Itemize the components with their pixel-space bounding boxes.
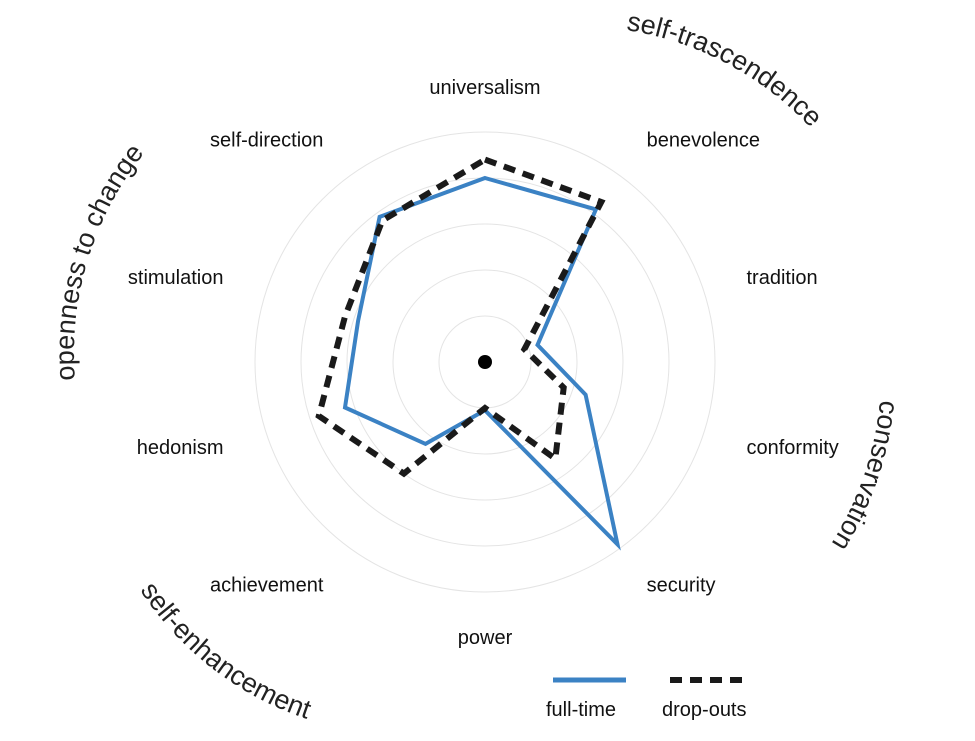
axis-label-tradition: tradition xyxy=(747,267,818,289)
grid-ring xyxy=(346,223,624,501)
legend-label-full-time: full-time xyxy=(546,699,616,721)
group-label-self-enhancement: self-enhancement xyxy=(135,576,315,724)
axis-label-benevolence: benevolence xyxy=(647,130,760,152)
labels-layer: universalism benevolence tradition conformi… xyxy=(128,77,839,649)
axis-label-hedonism: hedonism xyxy=(137,437,224,459)
group-label-text: self-enhancement xyxy=(135,576,315,724)
axis-label-stimulation: stimulation xyxy=(128,267,224,289)
center-dot xyxy=(478,355,492,369)
grid-layer xyxy=(254,131,716,593)
axis-label-security: security xyxy=(647,575,716,597)
group-label-openness-to-change: openness to change xyxy=(50,138,150,381)
axis-label-universalism: universalism xyxy=(429,77,540,99)
grid-ring xyxy=(392,269,578,455)
series-line-drop-outs xyxy=(315,156,606,478)
grid-ring xyxy=(254,131,716,593)
group-label-text: openness to change xyxy=(50,138,150,381)
axis-label-power: power xyxy=(458,627,513,649)
axis-label-self-direction: self-direction xyxy=(210,130,323,152)
group-label-text: conservation xyxy=(826,399,904,556)
group-label-conservation: conservation xyxy=(826,399,904,556)
series-layer xyxy=(315,156,621,551)
axis-label-achievement: achievement xyxy=(210,575,324,597)
legend: full-time drop-outs xyxy=(546,677,747,721)
group-label-text: self-trascendence xyxy=(625,6,828,132)
legend-label-drop-outs: drop-outs xyxy=(662,699,747,721)
axis-label-conformity: conformity xyxy=(747,437,839,459)
group-label-self-trascendence: self-trascendence xyxy=(625,6,828,132)
